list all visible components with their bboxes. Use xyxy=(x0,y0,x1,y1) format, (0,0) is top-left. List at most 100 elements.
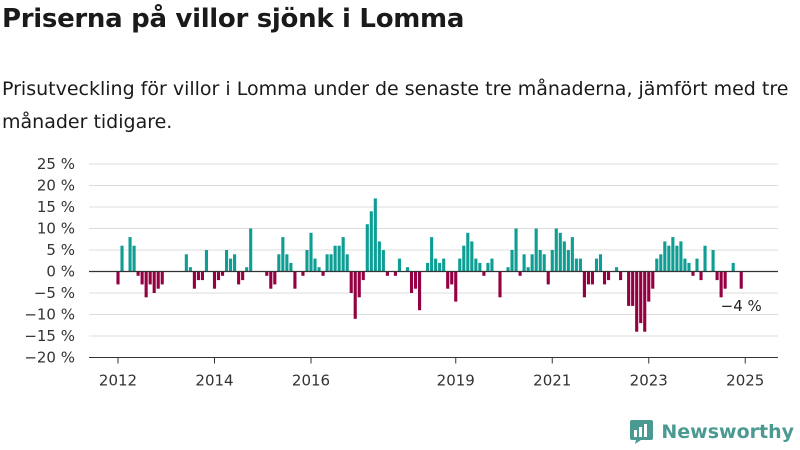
y-tick-label: 5 % xyxy=(46,241,75,259)
bar xyxy=(639,271,643,324)
bar xyxy=(719,271,723,298)
bar xyxy=(325,254,329,272)
bar xyxy=(373,198,377,272)
x-axis-tick-labels: 2012 2014 2016 2019 2021 2023 2025 xyxy=(89,357,778,390)
bar xyxy=(691,271,695,276)
bar xyxy=(663,241,667,272)
bar xyxy=(434,258,438,272)
bar xyxy=(361,271,365,281)
bar xyxy=(136,271,140,276)
x-tick-label: 2016 xyxy=(292,372,330,390)
bar xyxy=(506,267,510,272)
bar xyxy=(667,245,671,272)
bar xyxy=(466,232,470,272)
bar xyxy=(695,258,699,272)
bar xyxy=(586,271,590,285)
bar xyxy=(739,271,743,289)
bar xyxy=(566,250,570,272)
bar xyxy=(510,250,514,272)
bar xyxy=(285,254,289,272)
bar xyxy=(470,241,474,272)
bar xyxy=(462,245,466,272)
bar xyxy=(723,271,727,289)
y-tick-label: 25 % xyxy=(37,155,75,173)
bar xyxy=(643,271,647,332)
bar xyxy=(293,271,297,289)
newsworthy-logo-icon xyxy=(630,420,654,444)
bar xyxy=(273,271,277,285)
bar xyxy=(570,237,574,272)
bar xyxy=(381,250,385,272)
annotations: −4 % xyxy=(721,297,762,315)
bar xyxy=(675,245,679,272)
bar xyxy=(289,262,293,272)
y-tick-label: 10 % xyxy=(37,220,75,238)
bar xyxy=(345,254,349,272)
bar xyxy=(353,271,357,319)
bar xyxy=(128,237,132,272)
bar xyxy=(438,262,442,272)
bar xyxy=(602,271,607,285)
bar xyxy=(578,258,582,272)
x-tick-label: 2012 xyxy=(99,372,137,390)
y-tick-label: −15 % xyxy=(24,327,75,345)
bar xyxy=(385,271,389,276)
bar xyxy=(474,258,478,272)
bar xyxy=(329,254,333,272)
bar xyxy=(405,267,410,272)
bar xyxy=(574,258,578,272)
bar xyxy=(627,271,631,306)
bar xyxy=(486,262,490,272)
bar xyxy=(659,254,663,272)
bar xyxy=(144,271,148,298)
bar xyxy=(301,271,305,276)
bar xyxy=(731,262,735,272)
bar xyxy=(498,271,502,298)
bar xyxy=(651,271,655,289)
bar xyxy=(679,241,683,272)
bar xyxy=(305,250,309,272)
bar xyxy=(442,258,446,272)
bar xyxy=(269,271,273,289)
bar xyxy=(188,267,192,272)
y-tick-label: 20 % xyxy=(37,177,75,195)
y-tick-label: 0 % xyxy=(46,263,75,281)
bar xyxy=(687,262,691,272)
bar xyxy=(522,254,526,272)
bar xyxy=(703,245,707,272)
bar xyxy=(458,258,462,272)
bar xyxy=(715,271,719,281)
bar xyxy=(482,271,486,276)
bar xyxy=(478,262,482,272)
bar xyxy=(590,271,595,285)
bar xyxy=(615,267,619,272)
bar xyxy=(546,271,550,285)
bar xyxy=(184,254,188,272)
bar xyxy=(430,237,434,272)
x-tick-label: 2025 xyxy=(726,372,764,390)
bar xyxy=(152,271,156,293)
bar xyxy=(237,271,241,285)
bar xyxy=(413,271,418,289)
bar xyxy=(196,271,200,281)
newsworthy-logo[interactable]: Newsworthy xyxy=(629,419,794,444)
bar xyxy=(140,271,144,285)
bar xyxy=(249,228,253,272)
bar xyxy=(132,245,136,272)
bar xyxy=(530,254,534,272)
bar xyxy=(554,228,558,272)
y-tick-label: −20 % xyxy=(24,349,75,367)
bar xyxy=(711,250,715,272)
bar xyxy=(116,271,120,285)
bar xyxy=(369,211,373,272)
bar-chart: 25 % 20 % 15 % 10 % 5 % 0 % −5 % −10 % −15 % −20 … xyxy=(24,155,778,390)
bar xyxy=(550,250,554,272)
bar xyxy=(321,271,325,276)
bar xyxy=(534,228,538,272)
bar xyxy=(148,271,152,285)
bar xyxy=(229,258,233,272)
y-tick-label: −10 % xyxy=(24,306,75,324)
bar xyxy=(562,241,566,272)
bar xyxy=(409,271,414,293)
x-tick-label: 2023 xyxy=(630,372,668,390)
